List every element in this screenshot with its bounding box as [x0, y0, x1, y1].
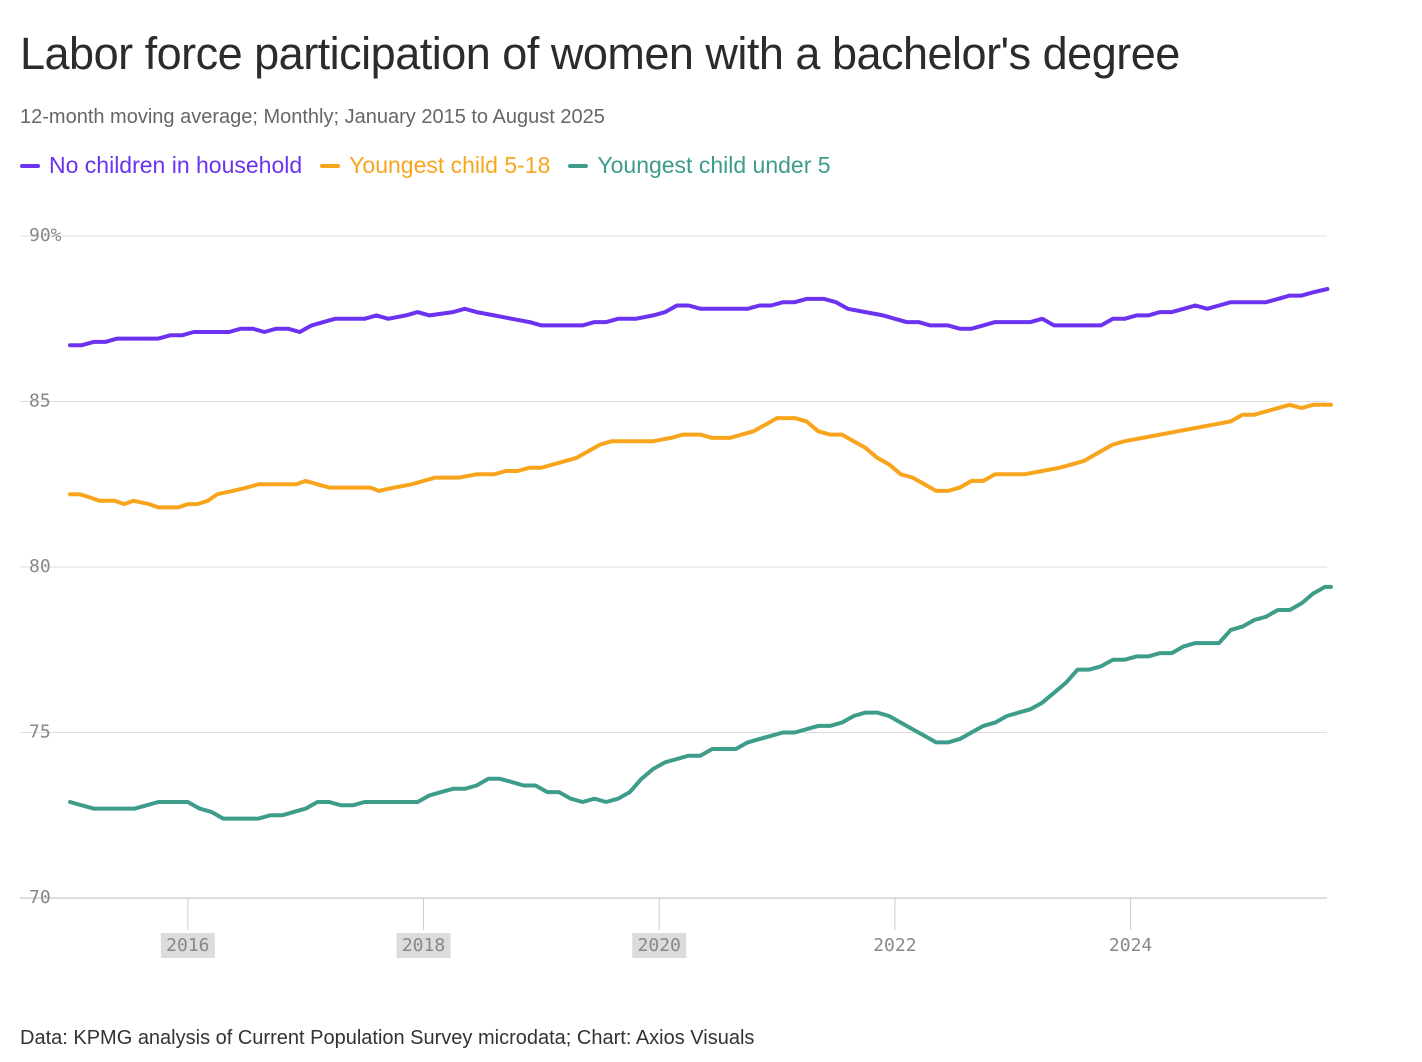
- x-tick-highlight: [396, 933, 451, 958]
- series-line-3: [68, 584, 1333, 821]
- legend-swatch-child-5-18: [320, 163, 341, 168]
- legend-label-no-children: No children in household: [49, 152, 303, 178]
- source-footer: Data: KPMG analysis of Current Populatio…: [20, 1027, 755, 1049]
- legend-label-child-5-18: Youngest child 5-18: [349, 152, 551, 178]
- x-tick-label: 2016: [166, 935, 209, 956]
- legend: No children in household Youngest child …: [20, 152, 831, 179]
- y-tick-label: 85: [29, 391, 51, 412]
- y-tick-label: 70: [29, 887, 51, 908]
- chart-title: Labor force participation of women with …: [20, 28, 1180, 79]
- legend-swatch-no-children: [20, 163, 40, 168]
- legend-item-under-5: Youngest child under 5: [568, 152, 831, 179]
- series-line-1: [68, 287, 1330, 348]
- x-tick-highlight: [160, 933, 215, 958]
- legend-label-under-5: Youngest child under 5: [597, 152, 831, 178]
- legend-item-no-children: No children in household: [20, 152, 302, 179]
- x-tick-label: 2018: [402, 935, 445, 956]
- legend-swatch-under-5: [568, 163, 589, 168]
- x-tick-label: 2024: [1109, 935, 1152, 956]
- y-tick-label: 90%: [29, 225, 62, 246]
- y-tick-label: 75: [29, 722, 51, 743]
- y-tick-label: 80: [29, 556, 51, 577]
- series-line-2: [68, 402, 1333, 510]
- x-tick-highlight: [632, 933, 687, 958]
- legend-item-child-5-18: Youngest child 5-18: [320, 152, 550, 179]
- chart-subtitle: 12-month moving average; Monthly; Januar…: [20, 106, 605, 128]
- x-tick-label: 2022: [873, 935, 916, 956]
- x-tick-label: 2020: [638, 935, 681, 956]
